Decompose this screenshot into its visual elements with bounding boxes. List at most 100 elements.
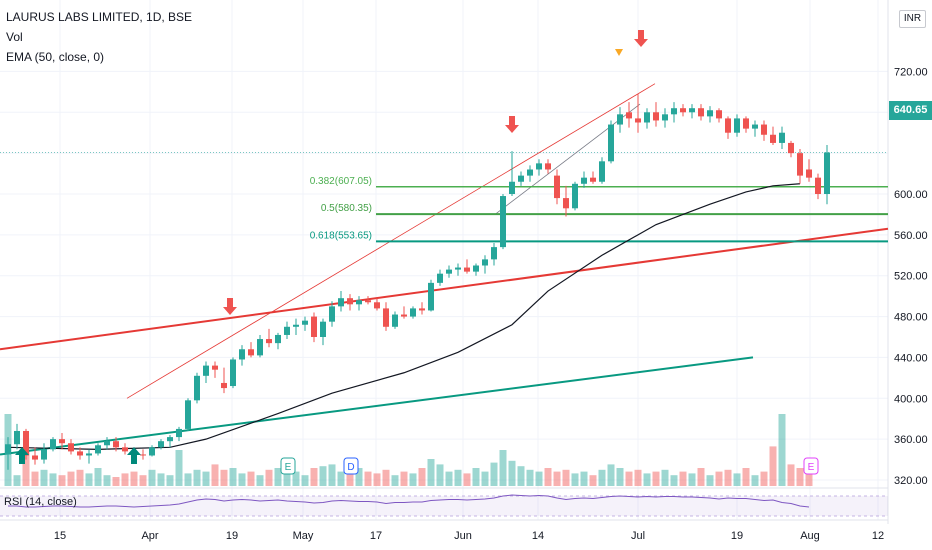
time-tick-label: Aug (800, 530, 820, 542)
candle-body (140, 454, 146, 456)
volume-bar (49, 473, 57, 486)
volume-bar (139, 475, 147, 486)
price-axis[interactable]: 320.00 360.00 400.00 440.00 480.00 520.00 560.… (894, 66, 928, 487)
candle-body (329, 306, 335, 322)
volume-bar (661, 469, 669, 486)
ema-indicator-label[interactable]: EMA (50, close, 0) (6, 50, 105, 64)
candle-body (716, 110, 722, 119)
volume-bar (715, 471, 723, 486)
volume-bar (481, 471, 489, 486)
volume-bar (166, 475, 174, 486)
volume-bar (517, 466, 525, 486)
volume-bar (625, 471, 633, 486)
candle-body (320, 321, 326, 337)
candle-body (212, 365, 218, 370)
candle-body (464, 267, 470, 272)
volume-bar (310, 468, 318, 486)
price-tick-label: 320.00 (894, 475, 928, 487)
ema-layer (7, 183, 801, 450)
time-tick-label: 19 (226, 530, 238, 542)
volume-bar (796, 468, 804, 486)
candle-body (599, 161, 605, 182)
volume-bar (175, 450, 183, 486)
candle-body (581, 177, 587, 184)
volume-bar (427, 459, 435, 486)
volume-bar (616, 468, 624, 486)
event-marker-label: E (285, 462, 292, 473)
candle-body (302, 320, 308, 325)
candle-body (356, 300, 362, 305)
candle-body (122, 447, 128, 452)
time-tick-label: 15 (54, 530, 66, 542)
volume-bar (40, 469, 48, 486)
candle-body (554, 175, 560, 199)
sell-arrow-icon (634, 30, 648, 47)
candle-body (158, 441, 164, 448)
volume-bar (472, 468, 480, 486)
volume-bar (355, 468, 363, 486)
candle-body (410, 308, 416, 317)
candle-body (500, 196, 506, 248)
rsi-indicator-label[interactable]: RSI (14, close) (4, 496, 77, 508)
event-marker (280, 457, 296, 475)
volume-bar (706, 475, 714, 486)
volume-bar (751, 475, 759, 486)
candle-body (14, 430, 20, 445)
candle-body (617, 114, 623, 125)
candle-body (689, 108, 695, 113)
price-tick-label: 600.00 (894, 189, 928, 201)
volume-bar (22, 450, 30, 486)
candle-body (32, 455, 38, 460)
candle-body (23, 430, 29, 456)
volume-bar (103, 475, 111, 486)
candle-body (536, 163, 542, 170)
support-trendline (0, 227, 889, 351)
candle-body (374, 302, 380, 309)
candle-body (50, 439, 56, 450)
time-tick-label: 14 (532, 530, 544, 542)
candle-body (77, 451, 83, 456)
candle-body (545, 163, 551, 170)
volume-bar (31, 471, 39, 486)
fib-layer: 0.382(607.05) 0.5(580.35) 0.618(553.65) (310, 176, 888, 243)
candle-body (824, 152, 830, 194)
candle-body (338, 298, 344, 307)
volume-bar (265, 469, 273, 486)
candle-body (473, 265, 479, 272)
volume-bar (13, 475, 21, 486)
volume-bar (490, 462, 498, 486)
candle-body (806, 169, 812, 178)
volume-bar (247, 471, 255, 486)
time-tick-label: Jul (631, 530, 645, 542)
volume-bar (409, 473, 417, 486)
time-axis[interactable]: 15 Apr 19 May 17 Jun 14 Jul 19 Aug 12 (54, 530, 884, 542)
candle-body (95, 445, 101, 454)
volume-indicator-label[interactable]: Vol (6, 30, 23, 44)
volume-bar (787, 464, 795, 486)
candle-body (671, 108, 677, 115)
volume-bar (193, 469, 201, 486)
candle-body (698, 108, 704, 117)
currency-badge[interactable]: INR (899, 10, 926, 28)
event-marker-label: E (808, 462, 815, 473)
alert-triangle-icon (615, 49, 623, 56)
time-tick-label: 19 (731, 530, 743, 542)
price-tick-label: 360.00 (894, 434, 928, 446)
volume-bar (742, 468, 750, 486)
volume-bar (328, 464, 336, 486)
candle-body (257, 339, 263, 356)
volume-bar (112, 477, 120, 486)
candle-body (347, 298, 353, 305)
volume-bar (301, 475, 309, 486)
candle-body (194, 375, 200, 401)
price-tick-label: 560.00 (894, 230, 928, 242)
candle-body (734, 118, 740, 133)
volume-bar (238, 473, 246, 486)
price-tick-label: 480.00 (894, 312, 928, 324)
volume-bar (202, 471, 210, 486)
price-tick-label: 720.00 (894, 66, 928, 78)
candle-body (743, 118, 749, 129)
rsi-layer (0, 494, 888, 517)
